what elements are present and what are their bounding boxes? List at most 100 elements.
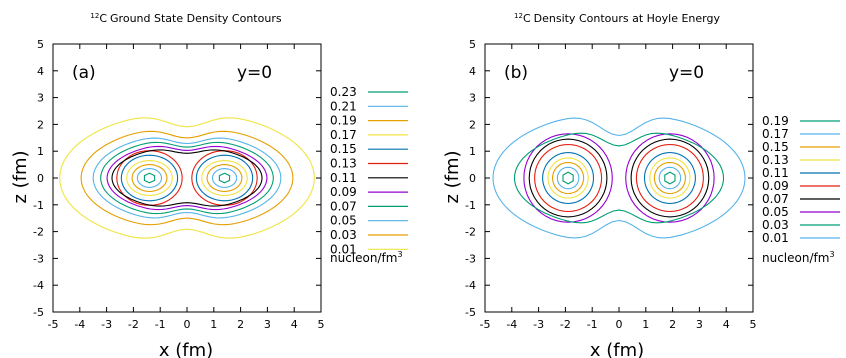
y-tick-label: 0 — [469, 172, 476, 185]
x-tick-label: 0 — [616, 318, 623, 331]
y-axis-label: z (fm) — [442, 150, 463, 203]
legend-label: 0.17 — [330, 128, 357, 142]
legend-unit: nucleon/fm3 — [762, 250, 835, 265]
panel-b: 12C Density Contours at Hoyle Energy -5 -4… — [442, 12, 840, 358]
legend-label: 0.11 — [762, 166, 789, 180]
legend: 0.230.210.190.170.150.130.110.090.070.05… — [330, 85, 408, 265]
slice-label: y=0 — [669, 63, 704, 83]
x-tick-label: -2 — [560, 318, 571, 331]
x-tick-label: 0 — [184, 318, 191, 331]
legend-label: 0.15 — [330, 142, 357, 156]
title-prefix: C — [99, 12, 107, 25]
y-tick-label: 4 — [469, 65, 476, 78]
title-superscript: 12 — [90, 12, 99, 20]
x-tick-label: -1 — [155, 318, 166, 331]
legend-label: 0.09 — [762, 179, 789, 193]
contour-0.19 — [131, 164, 243, 192]
y-tick-label: 0 — [37, 172, 44, 185]
y-tick-label: 3 — [469, 92, 476, 105]
y-tick-label: 2 — [469, 118, 476, 131]
contour-0.01 — [59, 117, 315, 239]
contour-0.01 — [492, 117, 746, 239]
y-tick-label: -2 — [465, 226, 476, 239]
title-superscript: 12 — [514, 12, 523, 20]
legend: 0.190.170.150.130.110.090.070.050.030.01… — [762, 114, 840, 265]
x-tick-label: -4 — [74, 318, 85, 331]
legend-unit: nucleon/fm3 — [330, 250, 403, 265]
plot-area: -5 -4 -3 -2 -1 0 1 2 3 4 5 -5 -4 -3 -2 -1 0 1 2 3 4 5 — [33, 38, 324, 331]
chart-title: 12C Ground State Density Contours — [90, 12, 281, 25]
legend-label: 0.15 — [762, 140, 789, 154]
x-axis-label: x (fm) — [590, 340, 644, 358]
legend-label: 0.13 — [762, 153, 789, 167]
x-tick-label: -5 — [480, 318, 491, 331]
contour-0.13 — [116, 150, 258, 206]
legend-unit-superscript: 3 — [397, 250, 402, 259]
chart-title: 12C Density Contours at Hoyle Energy — [514, 12, 720, 25]
contour-0.07 — [528, 138, 710, 218]
y-tick-label: -5 — [33, 306, 44, 319]
panel-label: (b) — [504, 63, 528, 83]
x-tick-label: 2 — [669, 318, 676, 331]
y-tick-label: 1 — [469, 145, 476, 158]
legend-label: 0.19 — [762, 114, 789, 128]
contour-0.03 — [513, 132, 725, 224]
legend-label: 0.19 — [330, 114, 357, 128]
y-tick-label: -4 — [465, 279, 476, 292]
legend-label: 0.09 — [330, 185, 357, 199]
contour-0.05 — [523, 133, 715, 223]
plot-frame — [484, 43, 754, 313]
y-tick-label: 2 — [37, 118, 44, 131]
x-tick-label: -5 — [48, 318, 59, 331]
x-tick-label: 5 — [750, 318, 757, 331]
y-tick-label: -2 — [33, 226, 44, 239]
y-tick-label: 1 — [37, 145, 44, 158]
legend-label: 0.07 — [762, 192, 789, 206]
y-tick-label: -1 — [465, 199, 476, 212]
panel-a: 12C Ground State Density Contours -5 -4 -3 -… — [10, 12, 408, 358]
x-axis-label: x (fm) — [159, 340, 213, 358]
contour-0.09 — [534, 143, 704, 213]
title-prefix: C — [523, 12, 531, 25]
legend-label: 0.21 — [330, 99, 357, 113]
x-tick-label: 2 — [237, 318, 244, 331]
x-tick-label: -4 — [506, 318, 517, 331]
contour-0.15 — [120, 154, 254, 202]
x-tick-label: 1 — [642, 318, 649, 331]
contour-0.17 — [126, 160, 248, 196]
legend-label: 0.11 — [330, 171, 357, 185]
x-tick-label: -3 — [533, 318, 544, 331]
y-tick-label: -4 — [33, 279, 44, 292]
y-tick-label: 4 — [37, 65, 44, 78]
contour-0.15 — [551, 161, 687, 195]
y-tick-label: -3 — [33, 252, 44, 265]
x-tick-label: 1 — [210, 318, 217, 331]
panel-label: (a) — [72, 63, 96, 83]
legend-label: 0.03 — [330, 228, 357, 242]
legend-label: 0.01 — [330, 242, 357, 256]
contour-0.13 — [547, 157, 691, 199]
legend-label: 0.17 — [762, 127, 789, 141]
legend-label: 0.05 — [330, 214, 357, 228]
x-tick-label: 3 — [264, 318, 271, 331]
contour-0.19 — [562, 171, 676, 185]
legend-label: 0.05 — [762, 205, 789, 219]
contour-0.05 — [92, 137, 282, 219]
y-tick-label: 5 — [37, 38, 44, 51]
x-tick-label: 4 — [291, 318, 298, 331]
legend-label: 0.01 — [762, 231, 789, 245]
slice-label: y=0 — [237, 63, 272, 83]
y-tick-label: -5 — [465, 306, 476, 319]
contour-0.11 — [542, 151, 696, 205]
y-tick-label: -1 — [33, 199, 44, 212]
y-axis-label: z (fm) — [10, 150, 31, 203]
legend-unit-superscript: 3 — [829, 250, 834, 259]
legend-label: 0.23 — [330, 85, 357, 99]
legend-label: 0.13 — [330, 157, 357, 171]
contour-0.21 — [136, 168, 238, 188]
legend-label: 0.07 — [330, 199, 357, 213]
contour-0.03 — [80, 130, 294, 226]
x-tick-label: 3 — [696, 318, 703, 331]
title-text: Density Contours at Hoyle Energy — [534, 12, 721, 25]
